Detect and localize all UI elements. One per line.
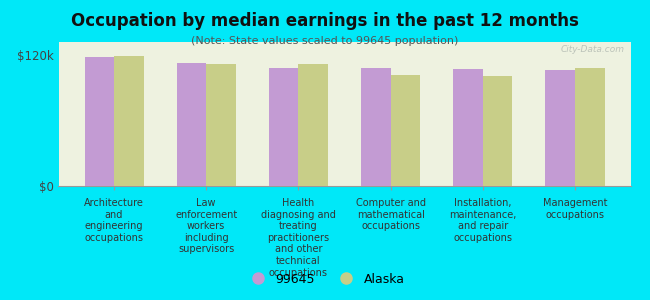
Text: Health
diagnosing and
treating
practitioners
and other
technical
occupations: Health diagnosing and treating practitio… [261,198,336,278]
Text: Occupation by median earnings in the past 12 months: Occupation by median earnings in the pas… [71,12,579,30]
Bar [391,75,420,186]
Text: (Note: State values scaled to 99645 population): (Note: State values scaled to 99645 popu… [191,36,459,46]
Bar [84,57,114,186]
Text: Installation,
maintenance,
and repair
occupations: Installation, maintenance, and repair oc… [449,198,517,243]
Text: City-Data.com: City-Data.com [561,45,625,54]
Bar [298,64,328,186]
Bar [269,68,298,186]
Bar [453,69,483,186]
Text: Management
occupations: Management occupations [543,198,607,220]
Bar [361,68,391,186]
Legend: 99645, Alaska: 99645, Alaska [240,268,410,291]
Bar [545,70,575,186]
Bar [575,68,604,186]
Bar [483,76,512,186]
Bar [114,56,144,186]
Bar [206,64,236,186]
Text: Architecture
and
engineering
occupations: Architecture and engineering occupations [84,198,144,243]
Text: Computer and
mathematical
occupations: Computer and mathematical occupations [356,198,426,231]
Bar [177,63,206,186]
Text: Law
enforcement
workers
including
supervisors: Law enforcement workers including superv… [175,198,237,254]
